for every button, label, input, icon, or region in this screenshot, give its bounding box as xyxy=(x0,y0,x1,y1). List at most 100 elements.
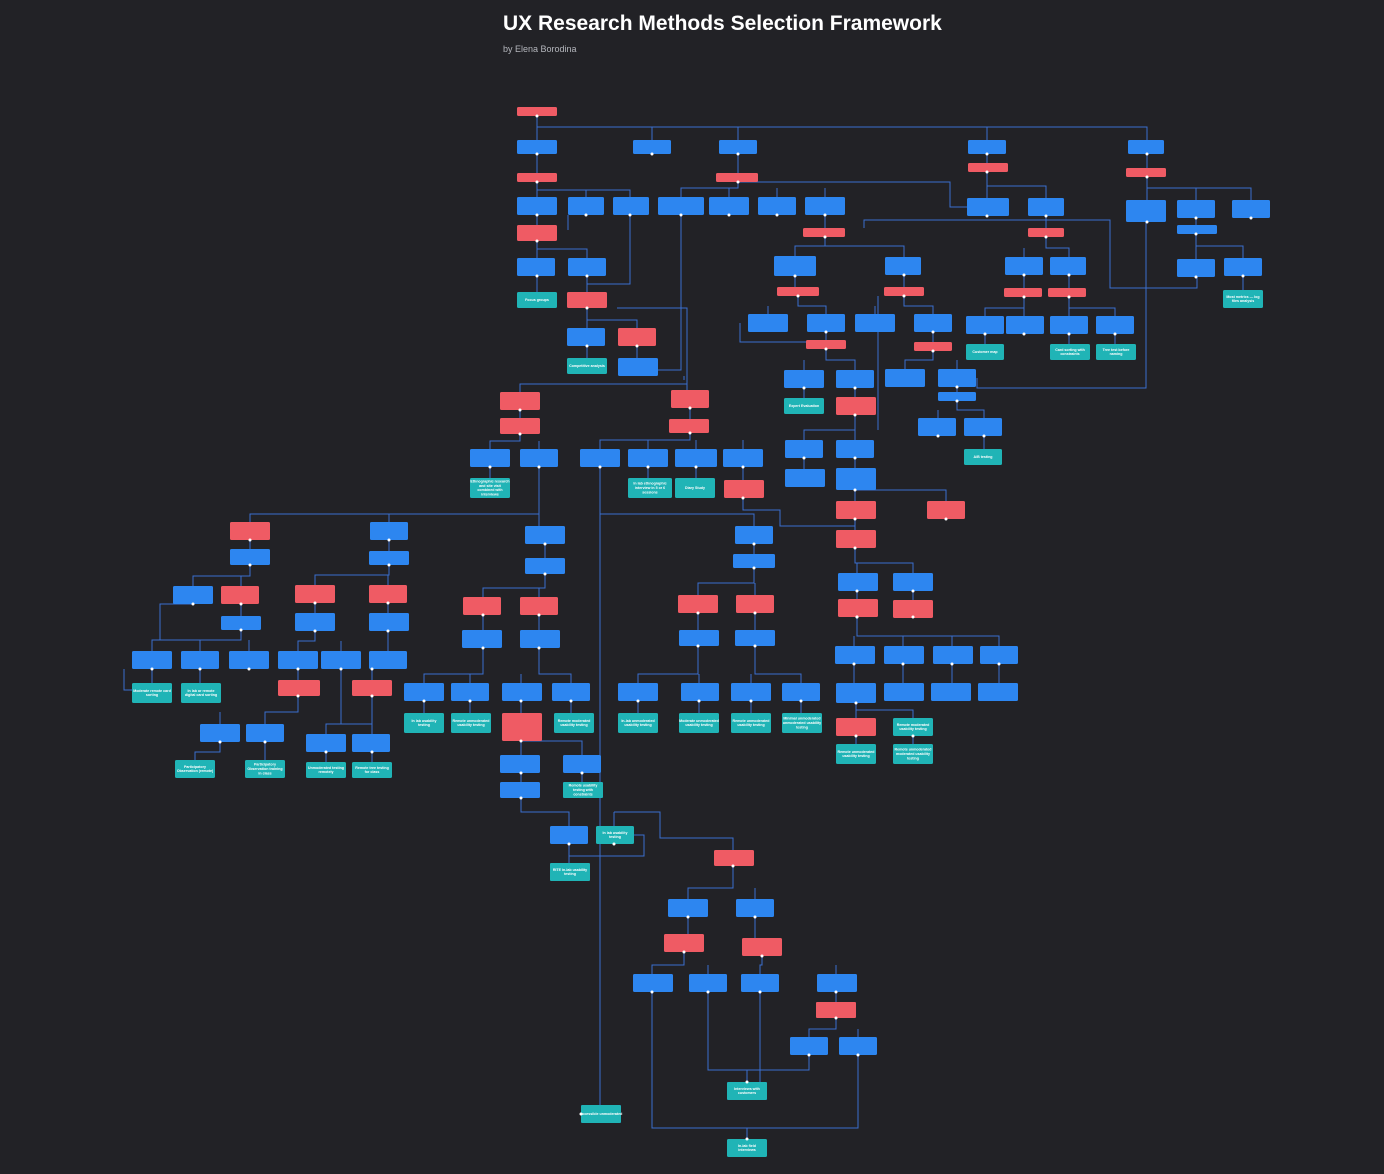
node-label: Ethnographic research xyxy=(470,479,509,483)
node-box xyxy=(633,974,673,992)
connector-line xyxy=(194,742,221,760)
option-node xyxy=(836,370,874,388)
connector-dot xyxy=(248,538,252,542)
connector-dot xyxy=(518,408,522,412)
node-box xyxy=(855,314,895,332)
option-node xyxy=(741,974,779,992)
node-label: Moderate unmoderated xyxy=(679,719,719,723)
node-label: Participatory xyxy=(184,765,206,769)
question-node xyxy=(618,328,656,346)
connector-dot xyxy=(731,864,735,868)
connector-line xyxy=(123,669,132,691)
node-box xyxy=(1223,290,1263,308)
node-box xyxy=(742,938,782,956)
node-label: Remote unmoderated xyxy=(733,719,770,723)
connector-dot xyxy=(950,662,954,666)
node-box xyxy=(321,651,361,669)
option-node xyxy=(964,418,1002,436)
connector-line xyxy=(742,498,855,527)
connector-dot xyxy=(824,347,828,351)
node-box xyxy=(893,718,933,736)
node-label: sorting xyxy=(146,693,158,697)
option-node xyxy=(918,418,956,436)
connector-line xyxy=(489,434,521,449)
node-box xyxy=(938,369,976,387)
connector-dot xyxy=(1113,332,1117,336)
node-box xyxy=(370,522,408,540)
question-node xyxy=(369,585,407,603)
node-box xyxy=(596,826,634,844)
connector-dot xyxy=(387,563,391,567)
node-label: Moderate remote card xyxy=(133,689,171,693)
connector-line xyxy=(600,513,755,526)
question-node xyxy=(500,418,540,434)
option-node xyxy=(1177,225,1217,234)
node-box xyxy=(893,573,933,591)
node-box xyxy=(462,630,502,648)
node-box xyxy=(675,478,715,498)
method-node: A/B testing xyxy=(964,449,1002,465)
connector-dot xyxy=(468,699,472,703)
node-box xyxy=(689,974,727,992)
connector-dot xyxy=(982,434,986,438)
question-node xyxy=(838,599,878,617)
node-box xyxy=(181,651,219,669)
connector-dot xyxy=(248,563,252,567)
node-label: for class xyxy=(365,770,380,774)
option-node xyxy=(1005,257,1043,275)
node-box xyxy=(836,683,876,703)
node-label: usability testing xyxy=(685,723,712,727)
option-node xyxy=(520,630,560,648)
option-node xyxy=(525,526,565,544)
option-node xyxy=(500,755,540,773)
connector-dot xyxy=(585,274,589,278)
connector-dot xyxy=(481,646,485,650)
node-box xyxy=(1128,140,1164,154)
node-box xyxy=(230,549,270,565)
option-node xyxy=(520,449,558,467)
connector-dot xyxy=(902,273,906,277)
node-box xyxy=(517,197,557,215)
option-node xyxy=(893,573,933,591)
node-box xyxy=(671,390,709,408)
option-node xyxy=(1177,200,1215,218)
node-label: Accessible unmoderated xyxy=(580,1112,623,1116)
question-node xyxy=(664,934,704,952)
node-label: interviews xyxy=(481,493,499,497)
node-box xyxy=(567,328,605,346)
node-box xyxy=(933,646,973,664)
node-label: RITE in-lab usability xyxy=(553,868,587,872)
option-node xyxy=(681,683,719,701)
connector-line xyxy=(747,1055,810,1071)
question-node xyxy=(716,173,758,182)
node-box xyxy=(404,713,444,733)
connector-dot xyxy=(753,611,757,615)
connector-line xyxy=(1110,277,1198,289)
option-node xyxy=(404,683,444,701)
node-box xyxy=(782,683,820,701)
connector-dot xyxy=(931,349,935,353)
node-box xyxy=(678,595,718,613)
node-box xyxy=(782,713,822,733)
connector-dot xyxy=(636,699,640,703)
node-label: In-lab field xyxy=(738,1144,756,1148)
node-box xyxy=(658,197,704,215)
option-node xyxy=(563,755,601,773)
connector-dot xyxy=(313,601,317,605)
connector-line xyxy=(614,811,734,850)
connector-dot xyxy=(985,170,989,174)
node-box xyxy=(727,1139,767,1157)
option-node xyxy=(618,358,658,376)
option-node xyxy=(938,392,976,401)
connector-line xyxy=(586,215,631,292)
